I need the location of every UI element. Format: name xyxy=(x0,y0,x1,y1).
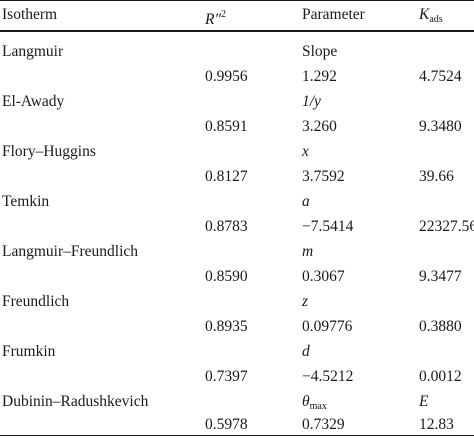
row-kads-temkin: 22327.56 xyxy=(419,218,474,235)
row-param-label-flory-huggins: x xyxy=(302,143,309,160)
row-r2-dubinin-radushkevich: 0.5978 xyxy=(205,416,248,433)
row-kads-flory-huggins: 39.66 xyxy=(419,168,454,185)
top-rule xyxy=(0,0,474,1)
row-r2-frumkin: 0.7397 xyxy=(205,368,248,385)
row-kads-frumkin: 0.0012 xyxy=(419,368,462,385)
row-name-temkin: Temkin xyxy=(2,193,50,210)
row-param-value-freundlich: 0.09776 xyxy=(302,318,353,335)
row-kads-el-awady: 9.3480 xyxy=(419,118,462,135)
header-rule xyxy=(0,30,474,32)
row-param-label-dubinin-radushkevich: θmax xyxy=(302,393,327,416)
row-param-label-langmuir: Slope xyxy=(302,43,338,60)
row-name-langmuir: Langmuir xyxy=(2,43,64,60)
row-kads-dubinin-radushkevich: 12.83 xyxy=(419,416,454,433)
header-r2: R″2 xyxy=(205,6,226,29)
header-kads: Kads xyxy=(419,6,443,29)
row-param-value-langmuir-freundlich: 0.3067 xyxy=(302,268,345,285)
row-kads-langmuir: 4.7524 xyxy=(419,68,462,85)
row-param-label-el-awady: 1/y xyxy=(302,93,321,110)
header-kads-main: K xyxy=(419,6,430,23)
row-name-langmuir-freundlich: Langmuir–Freundlich xyxy=(2,243,139,260)
row-r2-flory-huggins: 0.8127 xyxy=(205,168,248,185)
row-param-value-el-awady: 3.260 xyxy=(302,118,337,135)
row-name-freundlich: Freundlich xyxy=(2,293,70,310)
row-param-value-dubinin-radushkevich: 0.7329 xyxy=(302,416,345,433)
header-r2-sup: 2 xyxy=(220,9,226,20)
row-r2-el-awady: 0.8591 xyxy=(205,118,248,135)
theta-subscript: max xyxy=(309,401,327,412)
row-r2-freundlich: 0.8935 xyxy=(205,318,248,335)
row-r2-temkin: 0.8783 xyxy=(205,218,248,235)
header-kads-sub: ads xyxy=(429,14,443,25)
row-r2-langmuir-freundlich: 0.8590 xyxy=(205,268,248,285)
row-r2-langmuir: 0.9956 xyxy=(205,68,248,85)
row-name-flory-huggins: Flory–Huggins xyxy=(2,143,96,160)
row-kads-langmuir-freundlich: 9.3477 xyxy=(419,268,462,285)
header-parameter: Parameter xyxy=(302,6,365,23)
row-name-frumkin: Frumkin xyxy=(2,343,56,360)
row-param-value-temkin: −7.5414 xyxy=(302,218,354,235)
header-r2-main: R″ xyxy=(205,11,221,28)
row-param-value-flory-huggins: 3.7592 xyxy=(302,168,345,185)
header-isotherm: Isotherm xyxy=(2,6,58,23)
row-name-el-awady: El-Awady xyxy=(2,93,65,110)
bottom-rule xyxy=(0,435,474,436)
row-param-label-temkin: a xyxy=(302,193,310,210)
row-param-label-freundlich: z xyxy=(302,293,309,310)
row-param-value-frumkin: −4.5212 xyxy=(302,368,354,385)
row-param-label-frumkin: d xyxy=(302,343,310,360)
row-param-label-langmuir-freundlich: m xyxy=(302,243,314,260)
theta-symbol: θ xyxy=(302,393,310,410)
row-kads-freundlich: 0.3880 xyxy=(419,318,462,335)
row-extra-label-dubinin-radushkevich: E xyxy=(419,393,429,410)
row-param-value-langmuir: 1.292 xyxy=(302,68,337,85)
row-name-dubinin-radushkevich: Dubinin–Radushkevich xyxy=(2,393,149,410)
